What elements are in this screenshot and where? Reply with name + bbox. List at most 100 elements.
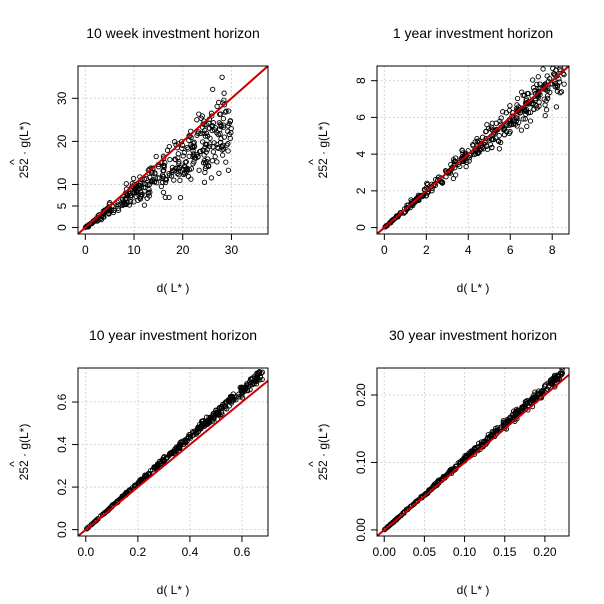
y-axis-hat: ^ — [7, 461, 21, 467]
plot-frame — [77, 367, 269, 537]
x-tick-label: 0 — [381, 243, 388, 257]
data-point — [389, 519, 396, 526]
data-point — [221, 90, 227, 96]
data-point — [110, 203, 116, 210]
data-point — [149, 179, 155, 185]
data-point — [535, 94, 542, 100]
x-tick-label: 4 — [465, 243, 472, 257]
y-tick-label: 0 — [354, 224, 368, 231]
chart-panel-2: 1 year investment horizon 0 2 4 6 8 d( L* ) 0 2 4… — [306, 25, 570, 295]
data-point — [496, 146, 503, 152]
x-tick-label: 0.6 — [234, 545, 251, 559]
data-point — [171, 177, 177, 183]
data-point — [162, 194, 168, 201]
data-point — [168, 169, 175, 176]
data-point — [189, 144, 195, 150]
data-point — [198, 422, 205, 428]
x-axis-label: d( L* ) — [457, 281, 490, 295]
data-point — [195, 154, 201, 160]
data-point — [155, 164, 162, 170]
data-point — [185, 146, 191, 152]
data-point — [527, 109, 534, 115]
data-point — [190, 151, 197, 157]
data-points — [377, 368, 569, 536]
data-points — [78, 369, 268, 536]
data-point — [168, 451, 174, 457]
data-point — [524, 123, 530, 130]
data-point — [202, 160, 208, 166]
y-tick-label: 0.20 — [354, 383, 368, 407]
data-point — [554, 82, 561, 89]
data-points — [78, 66, 268, 234]
data-point — [166, 170, 172, 177]
data-point — [478, 441, 484, 447]
data-point — [384, 222, 391, 228]
data-point — [500, 109, 506, 115]
data-point — [382, 526, 388, 533]
data-point — [490, 136, 496, 143]
chart-title: 1 year investment horizon — [393, 25, 553, 41]
data-point — [493, 428, 499, 434]
data-point — [167, 156, 173, 163]
data-point — [196, 111, 202, 117]
y-tick-label: 2 — [354, 187, 368, 194]
data-point — [218, 111, 224, 117]
y-axis: 0 5 10 20 30 252 · g(L*)^ — [7, 91, 78, 231]
data-point — [389, 217, 396, 224]
data-point — [201, 423, 208, 430]
x-tick-label: 8 — [549, 243, 556, 257]
data-point — [208, 175, 215, 181]
data-point — [219, 152, 226, 158]
data-point — [536, 99, 542, 105]
data-point — [489, 144, 495, 151]
data-point — [233, 393, 239, 400]
data-point — [438, 175, 444, 181]
x-axis: 0 2 4 6 8 d( L* ) — [381, 234, 556, 295]
y-tick-label: 0.00 — [354, 518, 368, 542]
data-point — [191, 143, 198, 149]
data-point — [196, 167, 202, 173]
chart-title: 10 week investment horizon — [86, 25, 260, 41]
data-point — [239, 385, 245, 391]
data-point — [145, 182, 151, 188]
data-point — [227, 118, 233, 124]
data-point — [244, 387, 251, 394]
data-point — [428, 184, 434, 190]
data-point — [186, 153, 192, 160]
data-point — [182, 171, 188, 177]
data-point — [516, 409, 523, 415]
data-point — [147, 174, 153, 180]
data-point — [176, 159, 182, 165]
y-axis-hat: ^ — [7, 159, 21, 165]
data-point — [557, 90, 563, 96]
data-point — [223, 159, 229, 165]
data-point — [177, 177, 183, 184]
data-point — [519, 89, 525, 95]
data-point — [547, 379, 553, 385]
y-axis-label: 252 · g(L*) — [17, 424, 31, 481]
data-point — [194, 117, 200, 123]
data-point — [546, 75, 553, 82]
y-tick-label: 30 — [55, 91, 69, 105]
data-point — [540, 387, 546, 393]
data-point — [115, 205, 121, 211]
data-point — [158, 183, 165, 190]
x-axis: 0.0 0.2 0.4 0.6 d( L* ) — [77, 536, 251, 597]
data-point — [154, 463, 161, 469]
data-point — [250, 380, 256, 386]
data-point — [207, 415, 213, 422]
data-point — [202, 169, 208, 176]
data-point — [225, 141, 231, 147]
data-point — [553, 104, 560, 110]
data-point — [484, 146, 491, 152]
data-point — [488, 126, 494, 132]
data-point — [183, 166, 189, 172]
data-point — [475, 440, 482, 447]
data-point — [186, 167, 192, 173]
data-point — [211, 127, 218, 133]
data-point — [122, 490, 129, 497]
x-tick-label: 0 — [82, 243, 89, 257]
data-point — [212, 153, 218, 160]
